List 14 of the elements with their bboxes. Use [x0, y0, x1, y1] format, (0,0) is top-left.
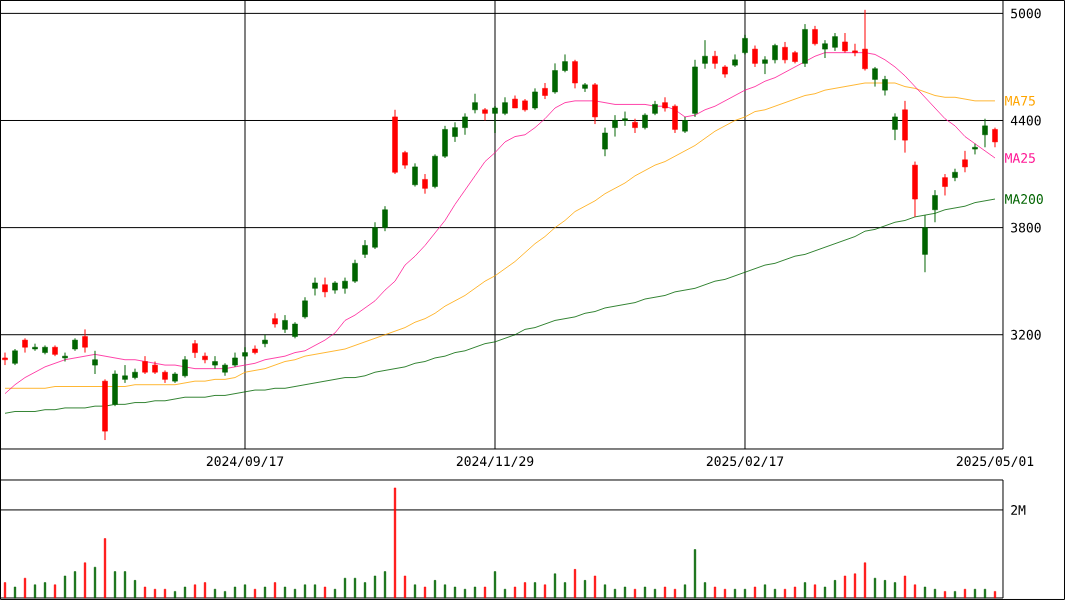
candlestick: [262, 334, 268, 348]
y-tick-label: 4400: [1010, 115, 1041, 126]
y-tick-label: 5000: [1011, 8, 1041, 19]
y-tick-label: 3800: [1011, 222, 1041, 233]
series-label: MA200: [1005, 194, 1043, 204]
series-label: MA25: [1005, 153, 1035, 163]
y-tick-label: 3200: [1011, 329, 1041, 340]
series-label: MA75: [1005, 96, 1035, 106]
x-tick-label: 2025/05/01: [956, 456, 1034, 468]
candlestick: [972, 143, 978, 155]
x-tick-label: 2025/02/17: [706, 456, 784, 468]
x-tick-label: 2024/11/29: [456, 456, 534, 468]
y-tick-label: 2M: [1011, 505, 1026, 515]
x-tick-label: 2024/09/17: [206, 456, 284, 468]
